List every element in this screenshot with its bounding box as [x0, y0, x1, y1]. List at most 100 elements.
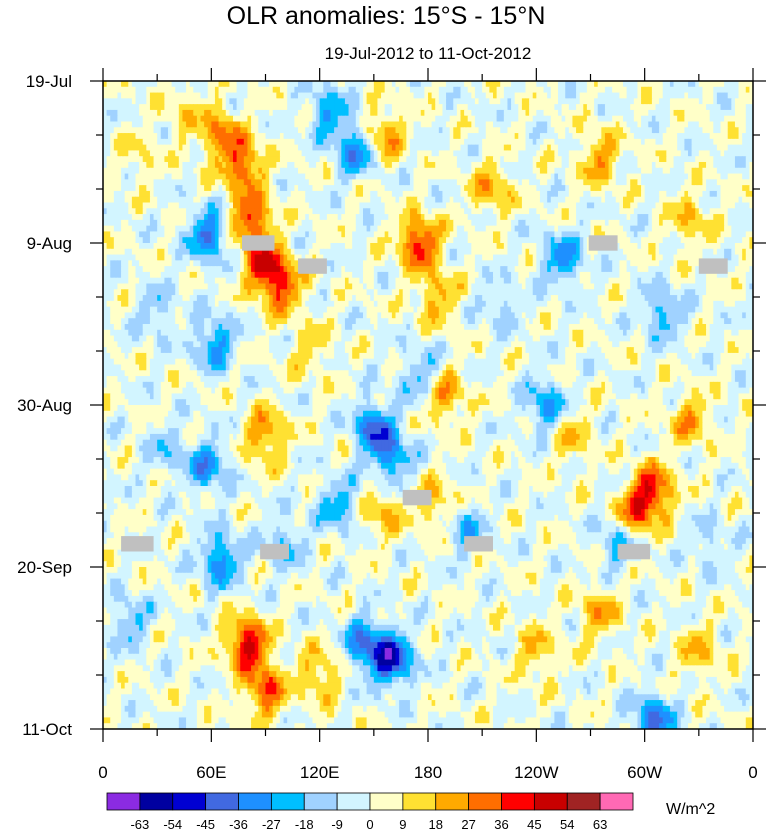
field-cell	[749, 150, 753, 157]
field-cell	[388, 237, 393, 244]
field-cell	[290, 150, 295, 157]
field-cell	[236, 81, 241, 88]
field-cell	[742, 133, 747, 140]
field-cell	[724, 185, 729, 192]
field-cell	[189, 109, 194, 117]
field-cell	[583, 208, 588, 215]
field-cell	[738, 144, 743, 152]
field-cell	[106, 115, 111, 123]
field-cell	[301, 167, 306, 175]
field-cell	[384, 179, 389, 186]
field-cell	[493, 150, 498, 157]
field-cell	[529, 144, 534, 152]
field-cell	[677, 162, 682, 169]
field-cell	[243, 127, 249, 134]
field-cell	[464, 81, 469, 88]
field-cell	[464, 86, 469, 94]
field-cell	[265, 185, 270, 192]
field-cell	[659, 225, 664, 233]
field-cell	[633, 202, 639, 209]
field-cell	[377, 127, 382, 134]
field-cell	[550, 156, 555, 163]
field-cell	[485, 167, 490, 175]
field-cell	[680, 138, 685, 146]
field-cell	[139, 92, 144, 99]
field-cell	[734, 167, 740, 175]
field-cell	[478, 104, 483, 111]
field-cell	[287, 190, 292, 198]
field-cell	[673, 92, 678, 99]
field-cell	[258, 104, 263, 111]
field-cell	[409, 127, 415, 134]
field-cell	[655, 138, 660, 146]
field-cell	[384, 86, 389, 94]
field-cell	[319, 109, 324, 117]
field-cell	[558, 225, 563, 233]
field-cell	[724, 156, 729, 163]
field-cell	[655, 144, 660, 152]
field-cell	[395, 225, 400, 233]
field-cell	[344, 219, 350, 227]
field-cell	[489, 219, 494, 227]
field-cell	[536, 185, 541, 192]
field-cell	[388, 86, 393, 94]
field-cell	[565, 179, 570, 186]
field-cell	[518, 162, 523, 169]
field-cell	[189, 104, 194, 111]
field-cell	[381, 150, 386, 157]
field-cell	[601, 121, 606, 128]
field-cell	[734, 104, 740, 111]
field-cell	[539, 150, 545, 157]
field-cell	[597, 214, 602, 221]
field-cell	[695, 81, 700, 88]
field-cell	[738, 190, 743, 198]
field-cell	[272, 104, 277, 111]
field-cell	[251, 92, 256, 99]
field-cell	[113, 202, 119, 209]
field-cell	[391, 202, 397, 209]
field-cell	[373, 104, 379, 111]
field-cell	[438, 104, 444, 111]
field-cell	[514, 109, 519, 117]
field-cell	[489, 127, 494, 134]
field-cell	[323, 138, 328, 146]
field-cell	[175, 167, 180, 175]
field-cell	[677, 167, 682, 175]
field-cell	[633, 81, 639, 88]
field-cell	[186, 231, 191, 238]
field-cell	[366, 86, 371, 94]
field-cell	[117, 86, 122, 94]
field-cell	[276, 127, 281, 134]
field-cell	[218, 190, 223, 198]
field-cell	[395, 173, 400, 180]
field-cell	[601, 156, 606, 163]
field-cell	[196, 86, 202, 94]
field-cell	[641, 214, 646, 221]
field-cell	[742, 185, 747, 192]
field-cell	[474, 121, 480, 128]
field-cell	[438, 167, 444, 175]
field-cell	[305, 237, 310, 244]
field-cell	[561, 167, 566, 175]
field-cell	[431, 208, 436, 215]
field-cell	[290, 167, 295, 175]
field-cell	[254, 144, 259, 152]
field-cell	[128, 167, 133, 175]
field-cell	[348, 109, 353, 117]
field-cell	[619, 121, 624, 128]
field-cell	[233, 196, 238, 204]
field-cell	[720, 208, 725, 215]
field-cell	[467, 196, 472, 204]
field-cell	[572, 98, 577, 105]
field-cell	[706, 144, 711, 152]
field-cell	[373, 98, 379, 105]
field-cell	[612, 104, 617, 111]
field-cell	[384, 81, 389, 88]
field-cell	[330, 81, 335, 88]
field-cell	[142, 109, 147, 117]
field-cell	[720, 98, 725, 105]
field-cell	[446, 196, 451, 204]
field-cell	[301, 81, 306, 88]
field-cell	[518, 208, 523, 215]
field-cell	[698, 162, 704, 169]
